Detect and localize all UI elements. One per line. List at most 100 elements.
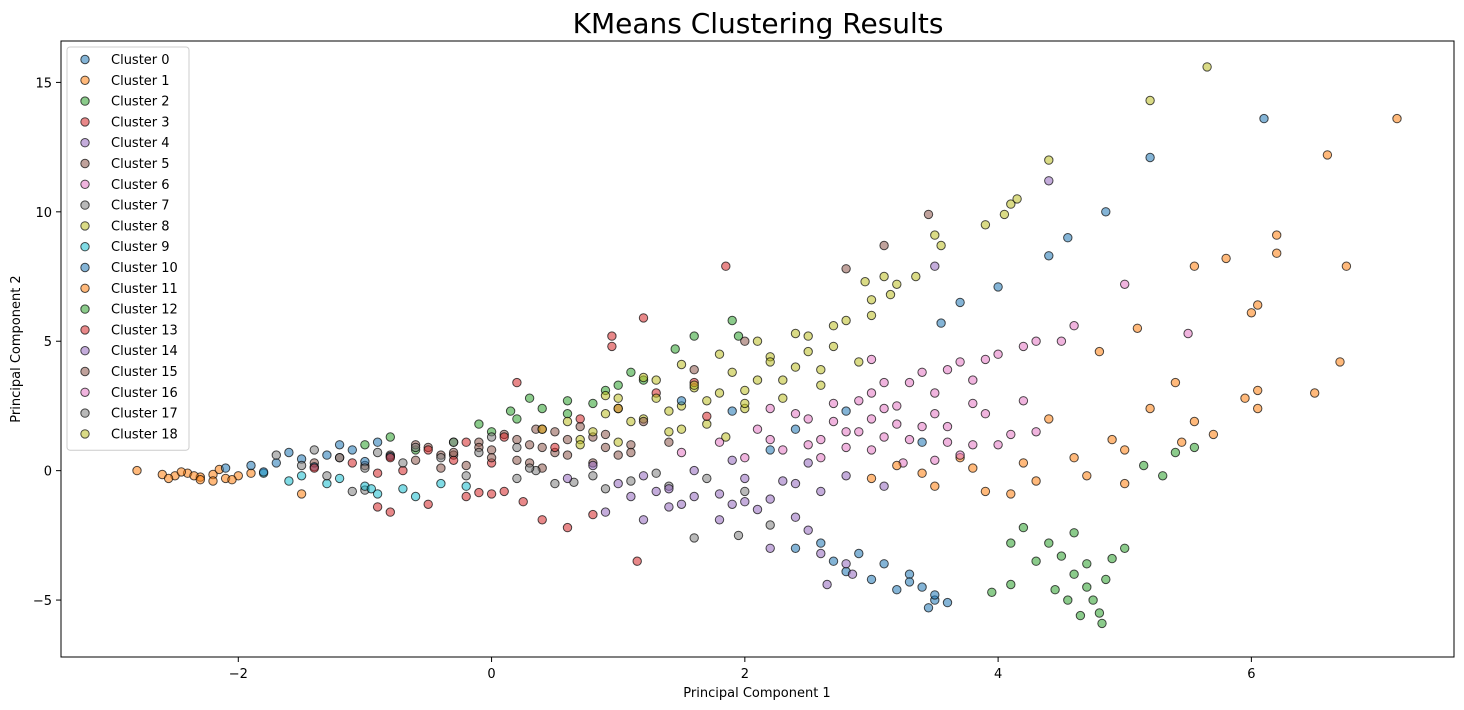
data-point bbox=[1006, 579, 1016, 590]
data-point bbox=[537, 403, 547, 414]
data-point bbox=[816, 434, 826, 445]
legend-marker bbox=[80, 54, 90, 65]
data-point bbox=[1253, 385, 1263, 396]
data-point bbox=[740, 398, 750, 409]
legend-label: Cluster 9 bbox=[111, 240, 170, 255]
data-point bbox=[600, 429, 611, 440]
data-point bbox=[904, 577, 915, 587]
x-axis-ticks: −2 0 2 4 6 bbox=[229, 657, 1256, 682]
legend-item: Cluster 8 bbox=[80, 219, 170, 234]
data-point bbox=[296, 489, 307, 499]
data-point bbox=[828, 416, 839, 427]
data-point bbox=[1082, 471, 1092, 481]
data-point bbox=[1056, 336, 1067, 346]
legend-label: Cluster 10 bbox=[111, 261, 178, 276]
data-point bbox=[1006, 199, 1016, 209]
data-point bbox=[1139, 460, 1149, 471]
data-point bbox=[676, 424, 687, 434]
data-point bbox=[980, 354, 991, 365]
series-cluster-15 bbox=[410, 209, 934, 468]
series-cluster-0 bbox=[790, 113, 1269, 613]
legend-marker bbox=[80, 117, 90, 127]
data-point bbox=[923, 603, 934, 613]
data-point bbox=[1031, 476, 1041, 486]
data-point bbox=[296, 471, 307, 481]
data-point bbox=[1310, 388, 1320, 398]
data-point bbox=[727, 315, 737, 326]
data-point bbox=[790, 512, 801, 522]
data-point bbox=[1189, 416, 1200, 427]
data-point bbox=[955, 297, 965, 308]
data-point bbox=[1253, 403, 1263, 414]
data-point bbox=[227, 475, 237, 485]
data-point bbox=[309, 463, 319, 473]
data-point bbox=[512, 442, 522, 453]
data-point bbox=[461, 437, 471, 447]
data-point bbox=[512, 377, 522, 388]
data-point bbox=[879, 481, 889, 491]
legend-item: Cluster 16 bbox=[80, 386, 178, 401]
data-point bbox=[999, 209, 1010, 220]
data-point bbox=[942, 365, 953, 375]
data-point bbox=[670, 344, 680, 354]
data-point bbox=[1177, 437, 1187, 447]
data-point bbox=[689, 491, 699, 502]
data-point bbox=[334, 473, 345, 484]
data-point bbox=[1120, 279, 1130, 289]
data-point bbox=[790, 409, 801, 419]
data-point bbox=[866, 445, 877, 455]
data-point bbox=[562, 522, 573, 533]
data-point bbox=[1088, 595, 1098, 605]
data-point bbox=[790, 543, 801, 553]
series-cluster-6 bbox=[765, 279, 1193, 468]
data-point bbox=[1044, 251, 1054, 261]
series-cluster-18 bbox=[537, 194, 1022, 450]
legend-item: Cluster 10 bbox=[80, 261, 178, 276]
data-point bbox=[613, 437, 623, 447]
data-point bbox=[505, 406, 516, 416]
data-point bbox=[765, 494, 775, 504]
data-point bbox=[385, 507, 395, 517]
plot-frame bbox=[60, 40, 1455, 658]
data-point bbox=[562, 450, 573, 460]
data-point bbox=[607, 331, 617, 341]
data-point bbox=[638, 416, 649, 427]
data-point bbox=[626, 476, 636, 486]
legend-label: Cluster 14 bbox=[111, 344, 178, 359]
data-point bbox=[740, 497, 750, 507]
data-point bbox=[765, 403, 775, 414]
data-point bbox=[309, 445, 319, 455]
data-point bbox=[347, 486, 357, 497]
data-point bbox=[436, 453, 446, 463]
data-point bbox=[904, 434, 915, 445]
data-point bbox=[246, 460, 256, 471]
series-cluster-4 bbox=[600, 486, 858, 590]
data-point bbox=[765, 445, 775, 455]
legend-label: Cluster 13 bbox=[111, 323, 178, 338]
x-tick-label: 6 bbox=[1247, 667, 1255, 682]
legend-item: Cluster 7 bbox=[80, 199, 170, 214]
data-point bbox=[841, 315, 851, 326]
legend-box bbox=[66, 46, 190, 451]
legend-marker bbox=[80, 366, 90, 377]
data-point bbox=[626, 416, 636, 427]
legend-marker bbox=[80, 179, 90, 190]
data-point bbox=[993, 440, 1003, 450]
legend-marker bbox=[80, 346, 90, 356]
data-point bbox=[879, 240, 889, 251]
data-point bbox=[398, 458, 408, 468]
data-point bbox=[866, 574, 877, 585]
data-point bbox=[714, 489, 725, 499]
data-point bbox=[1107, 553, 1117, 564]
legend-marker bbox=[80, 304, 90, 314]
data-point bbox=[980, 486, 991, 497]
legend-marker bbox=[80, 138, 90, 148]
data-point bbox=[1018, 458, 1029, 468]
data-point bbox=[1240, 393, 1250, 403]
data-point bbox=[448, 455, 459, 465]
legend-label: Cluster 2 bbox=[111, 95, 170, 110]
legend-item: Cluster 14 bbox=[80, 344, 178, 359]
data-point bbox=[1082, 559, 1092, 569]
data-point bbox=[980, 409, 991, 419]
